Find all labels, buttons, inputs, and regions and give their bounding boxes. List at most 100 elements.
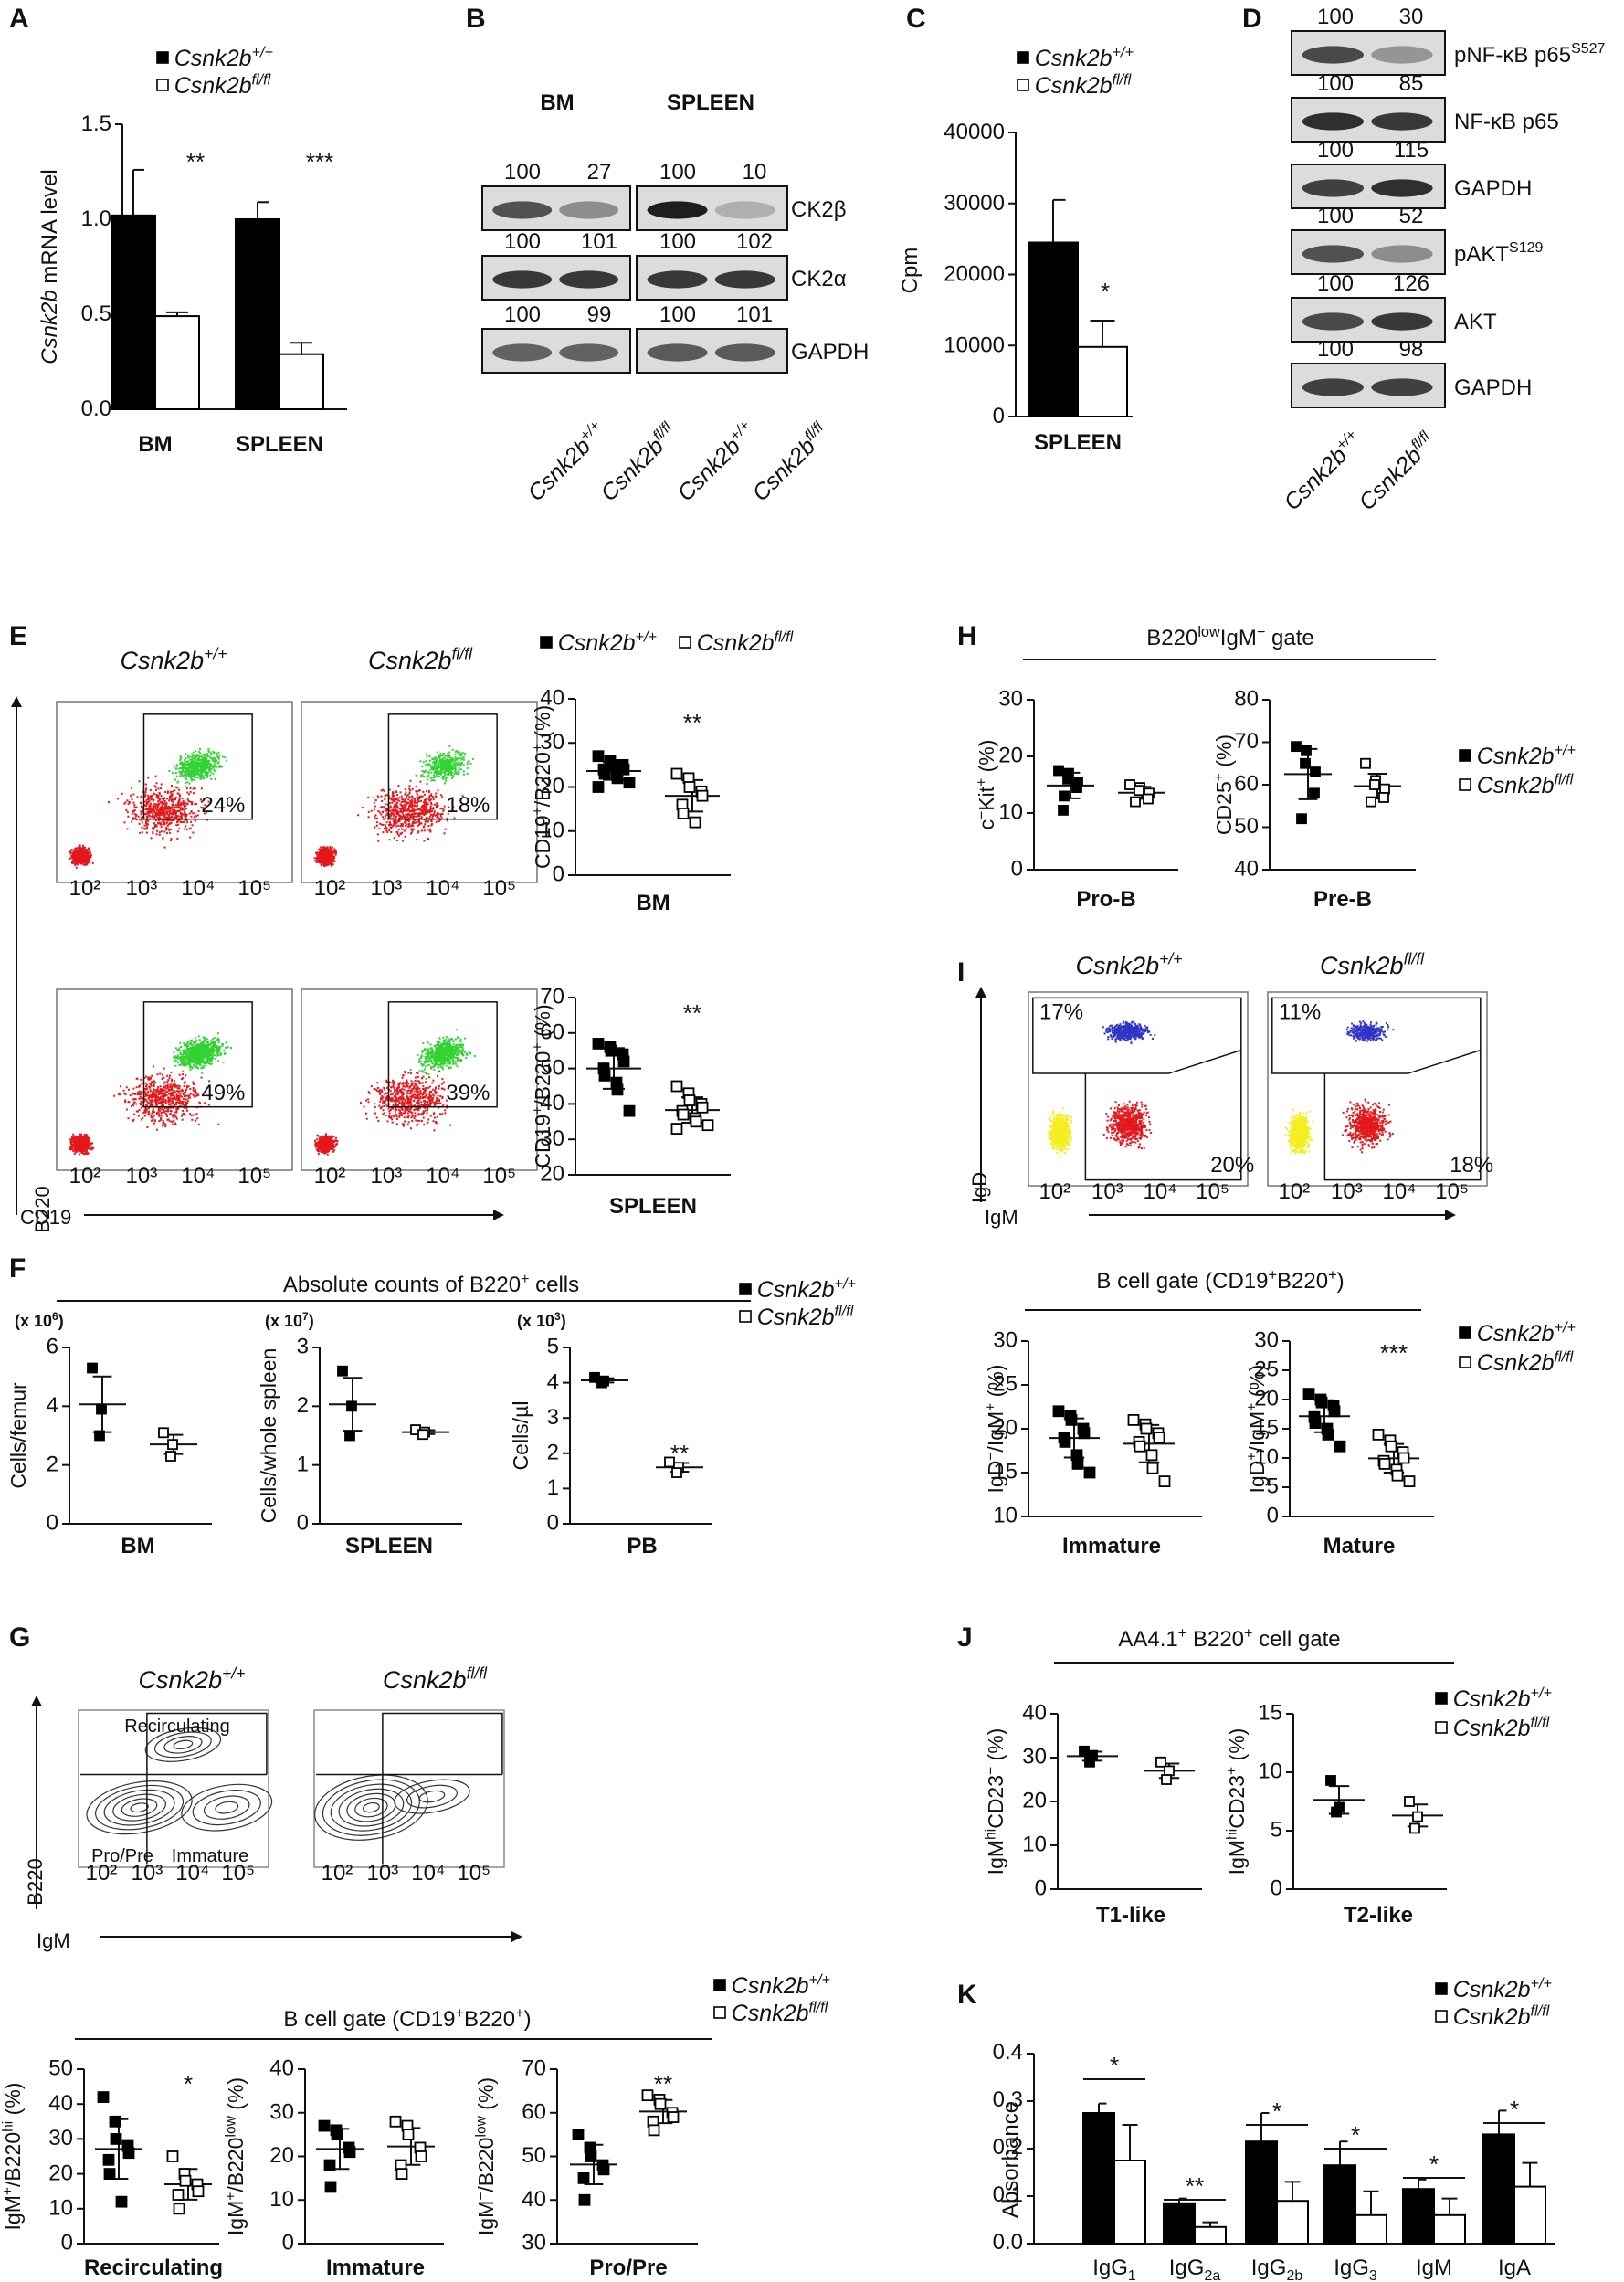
flow-event xyxy=(453,773,456,776)
plot-title-ko: Csnk2bfl/fl xyxy=(368,645,473,674)
flow-event xyxy=(412,816,415,819)
flow-event xyxy=(204,757,206,760)
flow-event xyxy=(89,854,91,857)
flow-event xyxy=(208,770,211,773)
flow-event xyxy=(193,1094,195,1097)
flow-event xyxy=(393,804,395,807)
flow-event xyxy=(417,789,420,792)
flow-event xyxy=(175,1095,178,1098)
flow-event xyxy=(454,769,457,772)
flow-event xyxy=(196,767,199,770)
flow-event xyxy=(169,1092,172,1094)
flow-event xyxy=(440,764,443,766)
flow-event xyxy=(422,809,425,812)
flow-event xyxy=(190,766,193,768)
flow-event xyxy=(125,1108,128,1111)
flow-event xyxy=(184,811,186,814)
flow-event xyxy=(427,774,430,777)
flow-event xyxy=(380,813,383,816)
flow-event xyxy=(158,816,161,819)
flow-event xyxy=(460,768,463,771)
flow-event xyxy=(85,1148,88,1151)
flow-event xyxy=(140,1102,142,1104)
flow-event xyxy=(390,826,393,829)
flow-event xyxy=(163,1101,165,1104)
flow-event xyxy=(163,1098,165,1101)
flow-event xyxy=(439,758,442,761)
flow-event xyxy=(185,753,187,755)
flow-event xyxy=(386,808,389,810)
flow-event xyxy=(157,787,160,790)
flow-event xyxy=(163,807,165,809)
flow-event xyxy=(317,856,320,859)
flow-event xyxy=(81,849,84,851)
flow-event xyxy=(147,1114,150,1116)
flow-event xyxy=(163,1076,165,1079)
flow-event xyxy=(416,792,418,795)
flow-event xyxy=(151,1104,153,1107)
flow-event xyxy=(131,787,133,789)
flow-event xyxy=(217,756,220,759)
flow-event xyxy=(163,820,165,823)
flow-event xyxy=(146,810,149,813)
flow-event xyxy=(77,1143,79,1146)
flow-event xyxy=(378,828,381,830)
flow-event xyxy=(146,1094,149,1097)
flow-event xyxy=(144,783,147,786)
flow-event xyxy=(436,770,438,773)
flow-event xyxy=(452,806,455,808)
flow-event xyxy=(374,814,377,817)
flow-event xyxy=(217,1123,220,1125)
flow-event xyxy=(367,816,370,819)
flow-event xyxy=(174,1097,177,1100)
flow-event xyxy=(217,757,220,760)
flow-event xyxy=(153,1098,156,1101)
panel-label-i: I xyxy=(957,957,965,988)
flow-event xyxy=(83,859,86,861)
flow-event xyxy=(426,807,428,809)
flow-event xyxy=(178,1073,181,1076)
flow-event xyxy=(405,809,407,812)
flow-event xyxy=(68,857,70,860)
flow-event xyxy=(177,804,180,807)
flow-event xyxy=(79,858,82,861)
flow-event xyxy=(405,822,407,825)
y-tick-label: 0.5 xyxy=(81,301,111,326)
flow-event xyxy=(76,1150,79,1153)
flow-event xyxy=(174,1115,176,1117)
flow-event xyxy=(146,1125,149,1128)
flow-event xyxy=(88,1137,90,1140)
flow-event xyxy=(384,795,386,798)
flow-event xyxy=(163,1111,166,1114)
flow-event xyxy=(73,1142,76,1145)
flow-event xyxy=(80,848,83,850)
significance-marker: *** xyxy=(306,148,333,175)
flow-event xyxy=(330,859,332,861)
flow-event xyxy=(412,824,415,827)
flow-event xyxy=(414,799,417,802)
flow-event xyxy=(431,767,434,770)
flow-event xyxy=(437,765,439,767)
flow-event xyxy=(181,1088,184,1091)
flow-event xyxy=(179,767,182,770)
flow-event xyxy=(86,849,89,851)
flow-event xyxy=(187,771,190,774)
flow-event xyxy=(124,1093,127,1095)
flow-event xyxy=(132,818,134,820)
flow-event xyxy=(403,807,406,809)
flow-event xyxy=(327,857,330,860)
flow-event xyxy=(168,1074,171,1077)
flow-event xyxy=(202,766,205,769)
flow-event xyxy=(182,1077,185,1080)
flow-event xyxy=(205,759,207,762)
flow-event xyxy=(132,1119,134,1122)
flow-event xyxy=(226,759,228,762)
flow-event xyxy=(316,858,319,861)
flow-event xyxy=(326,849,329,851)
flow-event xyxy=(137,1091,140,1093)
flow-event xyxy=(203,770,206,773)
flow-event xyxy=(448,745,451,747)
blot-protein-label: GAPDH xyxy=(1454,375,1532,400)
flow-event xyxy=(417,824,420,827)
flow-event xyxy=(85,1133,88,1136)
